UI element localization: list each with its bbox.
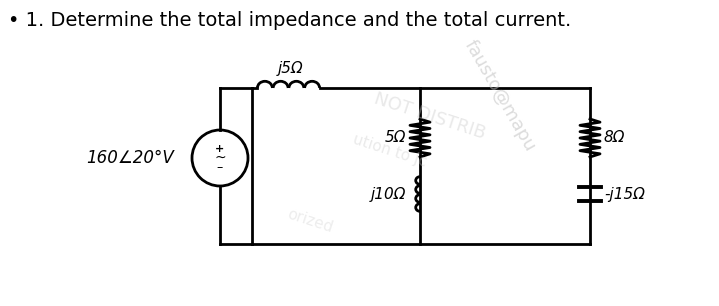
Text: ~: ~ xyxy=(214,151,226,165)
Text: • 1. Determine the total impedance and the total current.: • 1. Determine the total impedance and t… xyxy=(8,11,572,30)
Text: j5Ω: j5Ω xyxy=(278,61,303,76)
Text: orized: orized xyxy=(285,207,335,235)
Text: -j15Ω: -j15Ω xyxy=(604,186,645,201)
Text: –: – xyxy=(217,162,223,174)
Text: j10Ω: j10Ω xyxy=(370,186,406,201)
Text: fausto@mapu: fausto@mapu xyxy=(461,37,539,155)
Text: 8Ω: 8Ω xyxy=(604,130,626,145)
Text: +: + xyxy=(216,144,224,154)
Text: NOT DISTRIB: NOT DISTRIB xyxy=(372,89,488,143)
Text: 160∠20°V: 160∠20°V xyxy=(86,149,174,167)
Text: 5Ω: 5Ω xyxy=(385,130,406,145)
Text: ution to jc: ution to jc xyxy=(351,132,429,170)
